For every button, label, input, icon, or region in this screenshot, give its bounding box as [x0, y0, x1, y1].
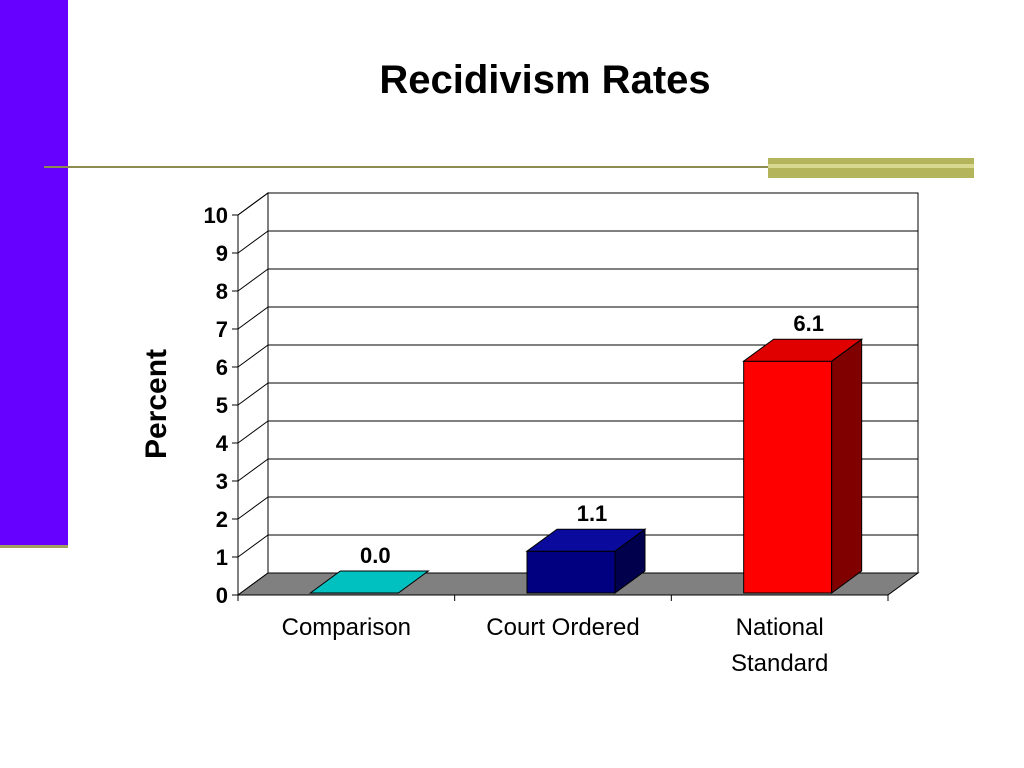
- accent-sidebar-shadow: [0, 545, 68, 548]
- gridline-side: [237, 458, 269, 482]
- category-label: Standard: [731, 650, 828, 677]
- accent-sidebar-bar: [0, 0, 68, 545]
- y-tick-label: 2: [216, 507, 228, 532]
- gridline-side: [237, 268, 269, 292]
- y-tick-label: 1: [216, 545, 228, 570]
- bar-court-ordered: [525, 528, 647, 594]
- gridline-side: [237, 382, 269, 406]
- y-tick-label: 3: [216, 469, 228, 494]
- gridline-side: [237, 534, 269, 558]
- gridline-side: [237, 192, 269, 216]
- bar-top: [525, 528, 647, 552]
- y-tick-label: 5: [216, 393, 228, 418]
- y-tick-label: 6: [216, 355, 228, 380]
- slide-title: Recidivism Rates: [379, 58, 711, 102]
- category-label: National: [736, 614, 824, 641]
- bar-side: [831, 338, 863, 594]
- bar-top: [308, 570, 430, 594]
- title-underline-block: [768, 158, 974, 178]
- chart-bars: [308, 338, 864, 594]
- y-tick-label: 7: [216, 317, 228, 342]
- gridline-side: [237, 306, 269, 330]
- title-underline-block-highlight: [768, 164, 974, 168]
- bar-comparison: [308, 570, 430, 594]
- data-label: 6.1: [793, 311, 824, 336]
- category-label: Comparison: [282, 614, 411, 641]
- y-tick-label: 8: [216, 279, 228, 304]
- gridline-side: [237, 230, 269, 254]
- chart-axes: [232, 214, 889, 601]
- data-label: 0.0: [360, 543, 391, 568]
- title-underline: [44, 166, 974, 168]
- bar-front: [743, 360, 833, 594]
- bar-national-standard: [742, 338, 864, 594]
- bar-top: [742, 338, 864, 362]
- y-tick-label: 10: [204, 203, 228, 228]
- y-axis-title: Percent: [140, 349, 173, 459]
- gridline-side: [237, 496, 269, 520]
- data-label: 1.1: [577, 501, 608, 526]
- gridline-side: [237, 420, 269, 444]
- y-tick-label: 4: [216, 431, 229, 456]
- y-tick-label: 0: [216, 583, 228, 608]
- gridline-side: [237, 344, 269, 368]
- chart-labels: 0 1 2 3 4 5 6 7 8 9 10 0.0 Comparison 1.1 Court Ordere…: [140, 203, 828, 677]
- y-tick-label: 9: [216, 241, 228, 266]
- bar-front: [526, 550, 616, 594]
- category-label: Court Ordered: [486, 614, 639, 641]
